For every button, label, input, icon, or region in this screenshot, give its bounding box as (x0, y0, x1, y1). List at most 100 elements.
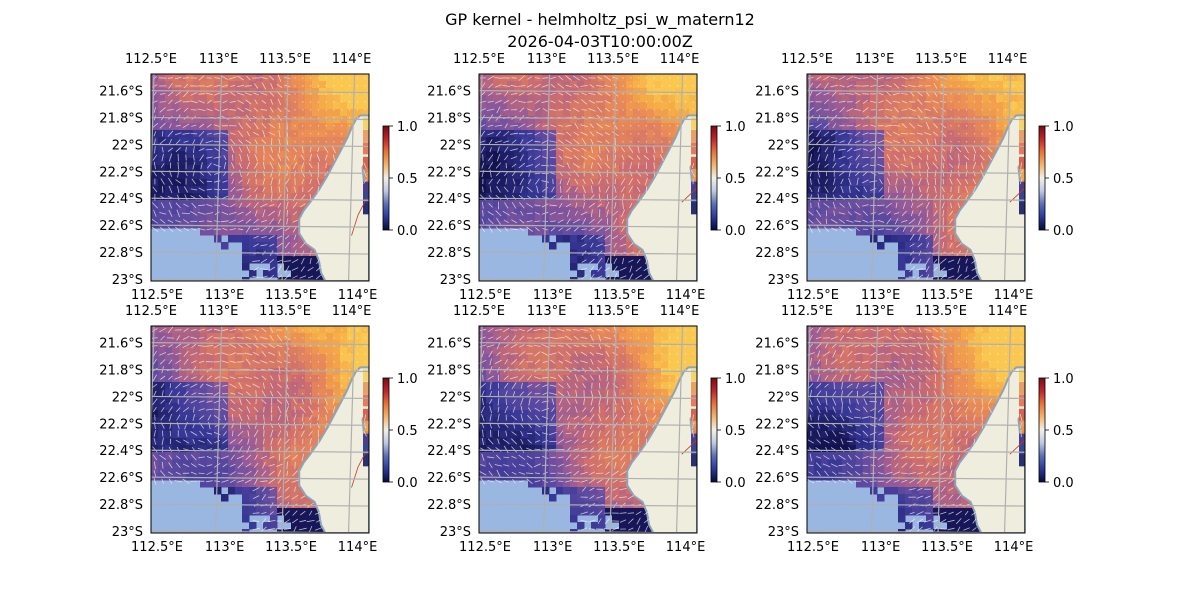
colorbar: 1.0 0.5 0.0 (382, 120, 418, 239)
colorbar-gradient (710, 125, 718, 231)
lat-tick-label: 22.8°S (99, 498, 143, 513)
lon-tick-label-top: 113°E (855, 304, 895, 319)
lat-tick-label: 21.8°S (755, 364, 799, 379)
lat-tick-label: 22.6°S (99, 219, 143, 234)
lat-tick-label: 21.8°S (427, 112, 471, 127)
lon-tick-label-bottom: 112.5°E (459, 540, 511, 555)
lon-tick-label-top: 112.5°E (781, 52, 833, 67)
lat-tick-label: 22.4°S (755, 444, 799, 459)
lat-tick-label: 21.8°S (755, 112, 799, 127)
lat-tick-label: 22.8°S (755, 246, 799, 261)
velocity-arrows (807, 326, 1023, 532)
lon-tick-label-top: 112.5°E (781, 304, 833, 319)
lon-tick-label-top: 114°E (660, 304, 700, 319)
colorbar-tick-label: 0.0 (1053, 224, 1074, 239)
lat-tick-label: 22.6°S (427, 219, 471, 234)
colorbar: 1.0 0.5 0.0 (382, 372, 418, 491)
lon-tick-label-bottom: 113.5°E (593, 540, 645, 555)
lat-tick-label: 22.2°S (99, 165, 143, 180)
heatmap-field (151, 326, 369, 533)
lon-tick-label-top: 114°E (332, 52, 372, 67)
colorbar-gradient (382, 125, 390, 231)
lat-tick-label: 22.2°S (755, 165, 799, 180)
colorbar-tick-label: 0.5 (1053, 172, 1074, 187)
lon-tick-label-bottom: 113.5°E (921, 540, 973, 555)
lon-tick-label-top: 114°E (332, 304, 372, 319)
track-line (351, 450, 368, 488)
colorbar-gradient (1038, 125, 1046, 231)
lon-tick-label-bottom: 112.5°E (131, 288, 183, 303)
lon-tick-label-top: 112.5°E (125, 304, 177, 319)
colorbar-tick-label: 1.0 (725, 372, 746, 387)
colorbar-tick-label: 1.0 (397, 372, 418, 387)
lon-tick-label-bottom: 113°E (205, 540, 245, 555)
colorbar-tick-label: 0.0 (1053, 476, 1074, 491)
lon-tick-label-bottom: 113°E (205, 288, 245, 303)
lat-tick-label: 22°S (112, 138, 143, 153)
colorbar: 1.0 0.5 0.0 (1038, 372, 1074, 491)
graticule (151, 326, 369, 533)
lon-tick-label-bottom: 114°E (666, 288, 706, 303)
track-line (351, 198, 368, 236)
velocity-arrows (151, 326, 367, 533)
colorbar-tick-label: 1.0 (725, 120, 746, 135)
lon-tick-label-top: 113°E (527, 304, 567, 319)
lon-tick-label-top: 113°E (855, 52, 895, 67)
colorbar-gradient (1038, 377, 1046, 483)
panel-frame (806, 73, 1026, 282)
colorbar-gradient (710, 377, 718, 483)
colorbar-tick-label: 0.5 (397, 172, 418, 187)
lon-tick-label-bottom: 112.5°E (131, 540, 183, 555)
coastal-strip (1019, 117, 1025, 215)
lat-tick-label: 21.6°S (755, 85, 799, 100)
colorbar-tick-label: 1.0 (397, 120, 418, 135)
lat-tick-label: 22°S (440, 390, 471, 405)
lon-tick-label-top: 113.5°E (259, 304, 311, 319)
lon-tick-label-top: 112.5°E (453, 304, 505, 319)
panel-frame (806, 325, 1026, 534)
lat-tick-label: 22.4°S (755, 192, 799, 207)
lon-tick-label-top: 113°E (199, 304, 239, 319)
colorbar-tick-label: 1.0 (1053, 120, 1074, 135)
colorbar: 1.0 0.5 0.0 (710, 372, 746, 491)
lat-tick-label: 22.4°S (99, 192, 143, 207)
lat-tick-label: 22.4°S (427, 192, 471, 207)
map-panel-4: 112.5°E 112.5°E 113°E 113°E 113.5°E 113.5°E 11… (99, 304, 417, 555)
figure-subtitle: 2026-04-03T10:00:00Z (507, 32, 693, 51)
colorbar-tick-label: 0.0 (725, 224, 746, 239)
lat-tick-label: 21.6°S (427, 337, 471, 352)
velocity-arrows (479, 75, 696, 281)
lat-tick-label: 22.2°S (755, 417, 799, 432)
lat-tick-label: 23°S (768, 273, 799, 288)
lat-tick-label: 22.2°S (427, 165, 471, 180)
graticule (151, 74, 369, 281)
lon-tick-label-top: 112.5°E (453, 52, 505, 67)
lon-tick-label-top: 114°E (660, 52, 700, 67)
lat-tick-label: 22.6°S (427, 471, 471, 486)
lon-tick-label-bottom: 112.5°E (459, 288, 511, 303)
lat-tick-label: 23°S (440, 273, 471, 288)
lon-tick-label-bottom: 113.5°E (593, 288, 645, 303)
lat-tick-label: 22.8°S (427, 498, 471, 513)
lat-tick-label: 21.6°S (99, 85, 143, 100)
panel-frame (478, 73, 698, 282)
colorbar-tick-label: 0.0 (397, 476, 418, 491)
lat-tick-label: 23°S (112, 273, 143, 288)
colorbar-gradient (382, 377, 390, 483)
colorbar-tick-label: 0.5 (397, 424, 418, 439)
lat-tick-label: 23°S (112, 525, 143, 540)
lat-tick-label: 22.6°S (99, 471, 143, 486)
lon-tick-label-top: 113.5°E (587, 304, 639, 319)
lat-tick-label: 22.2°S (427, 417, 471, 432)
lon-tick-label-top: 112.5°E (125, 52, 177, 67)
lon-tick-label-bottom: 114°E (338, 540, 378, 555)
coastal-strip (1019, 369, 1025, 467)
map-panel-3: 112.5°E 112.5°E 113°E 113°E 113.5°E 113.5°E 11… (755, 52, 1073, 303)
lon-tick-label-bottom: 114°E (338, 288, 378, 303)
lat-tick-label: 23°S (440, 525, 471, 540)
lat-tick-label: 22°S (440, 138, 471, 153)
lon-tick-label-bottom: 113°E (861, 540, 901, 555)
lon-tick-label-bottom: 112.5°E (787, 540, 839, 555)
lon-tick-label-bottom: 114°E (994, 540, 1034, 555)
